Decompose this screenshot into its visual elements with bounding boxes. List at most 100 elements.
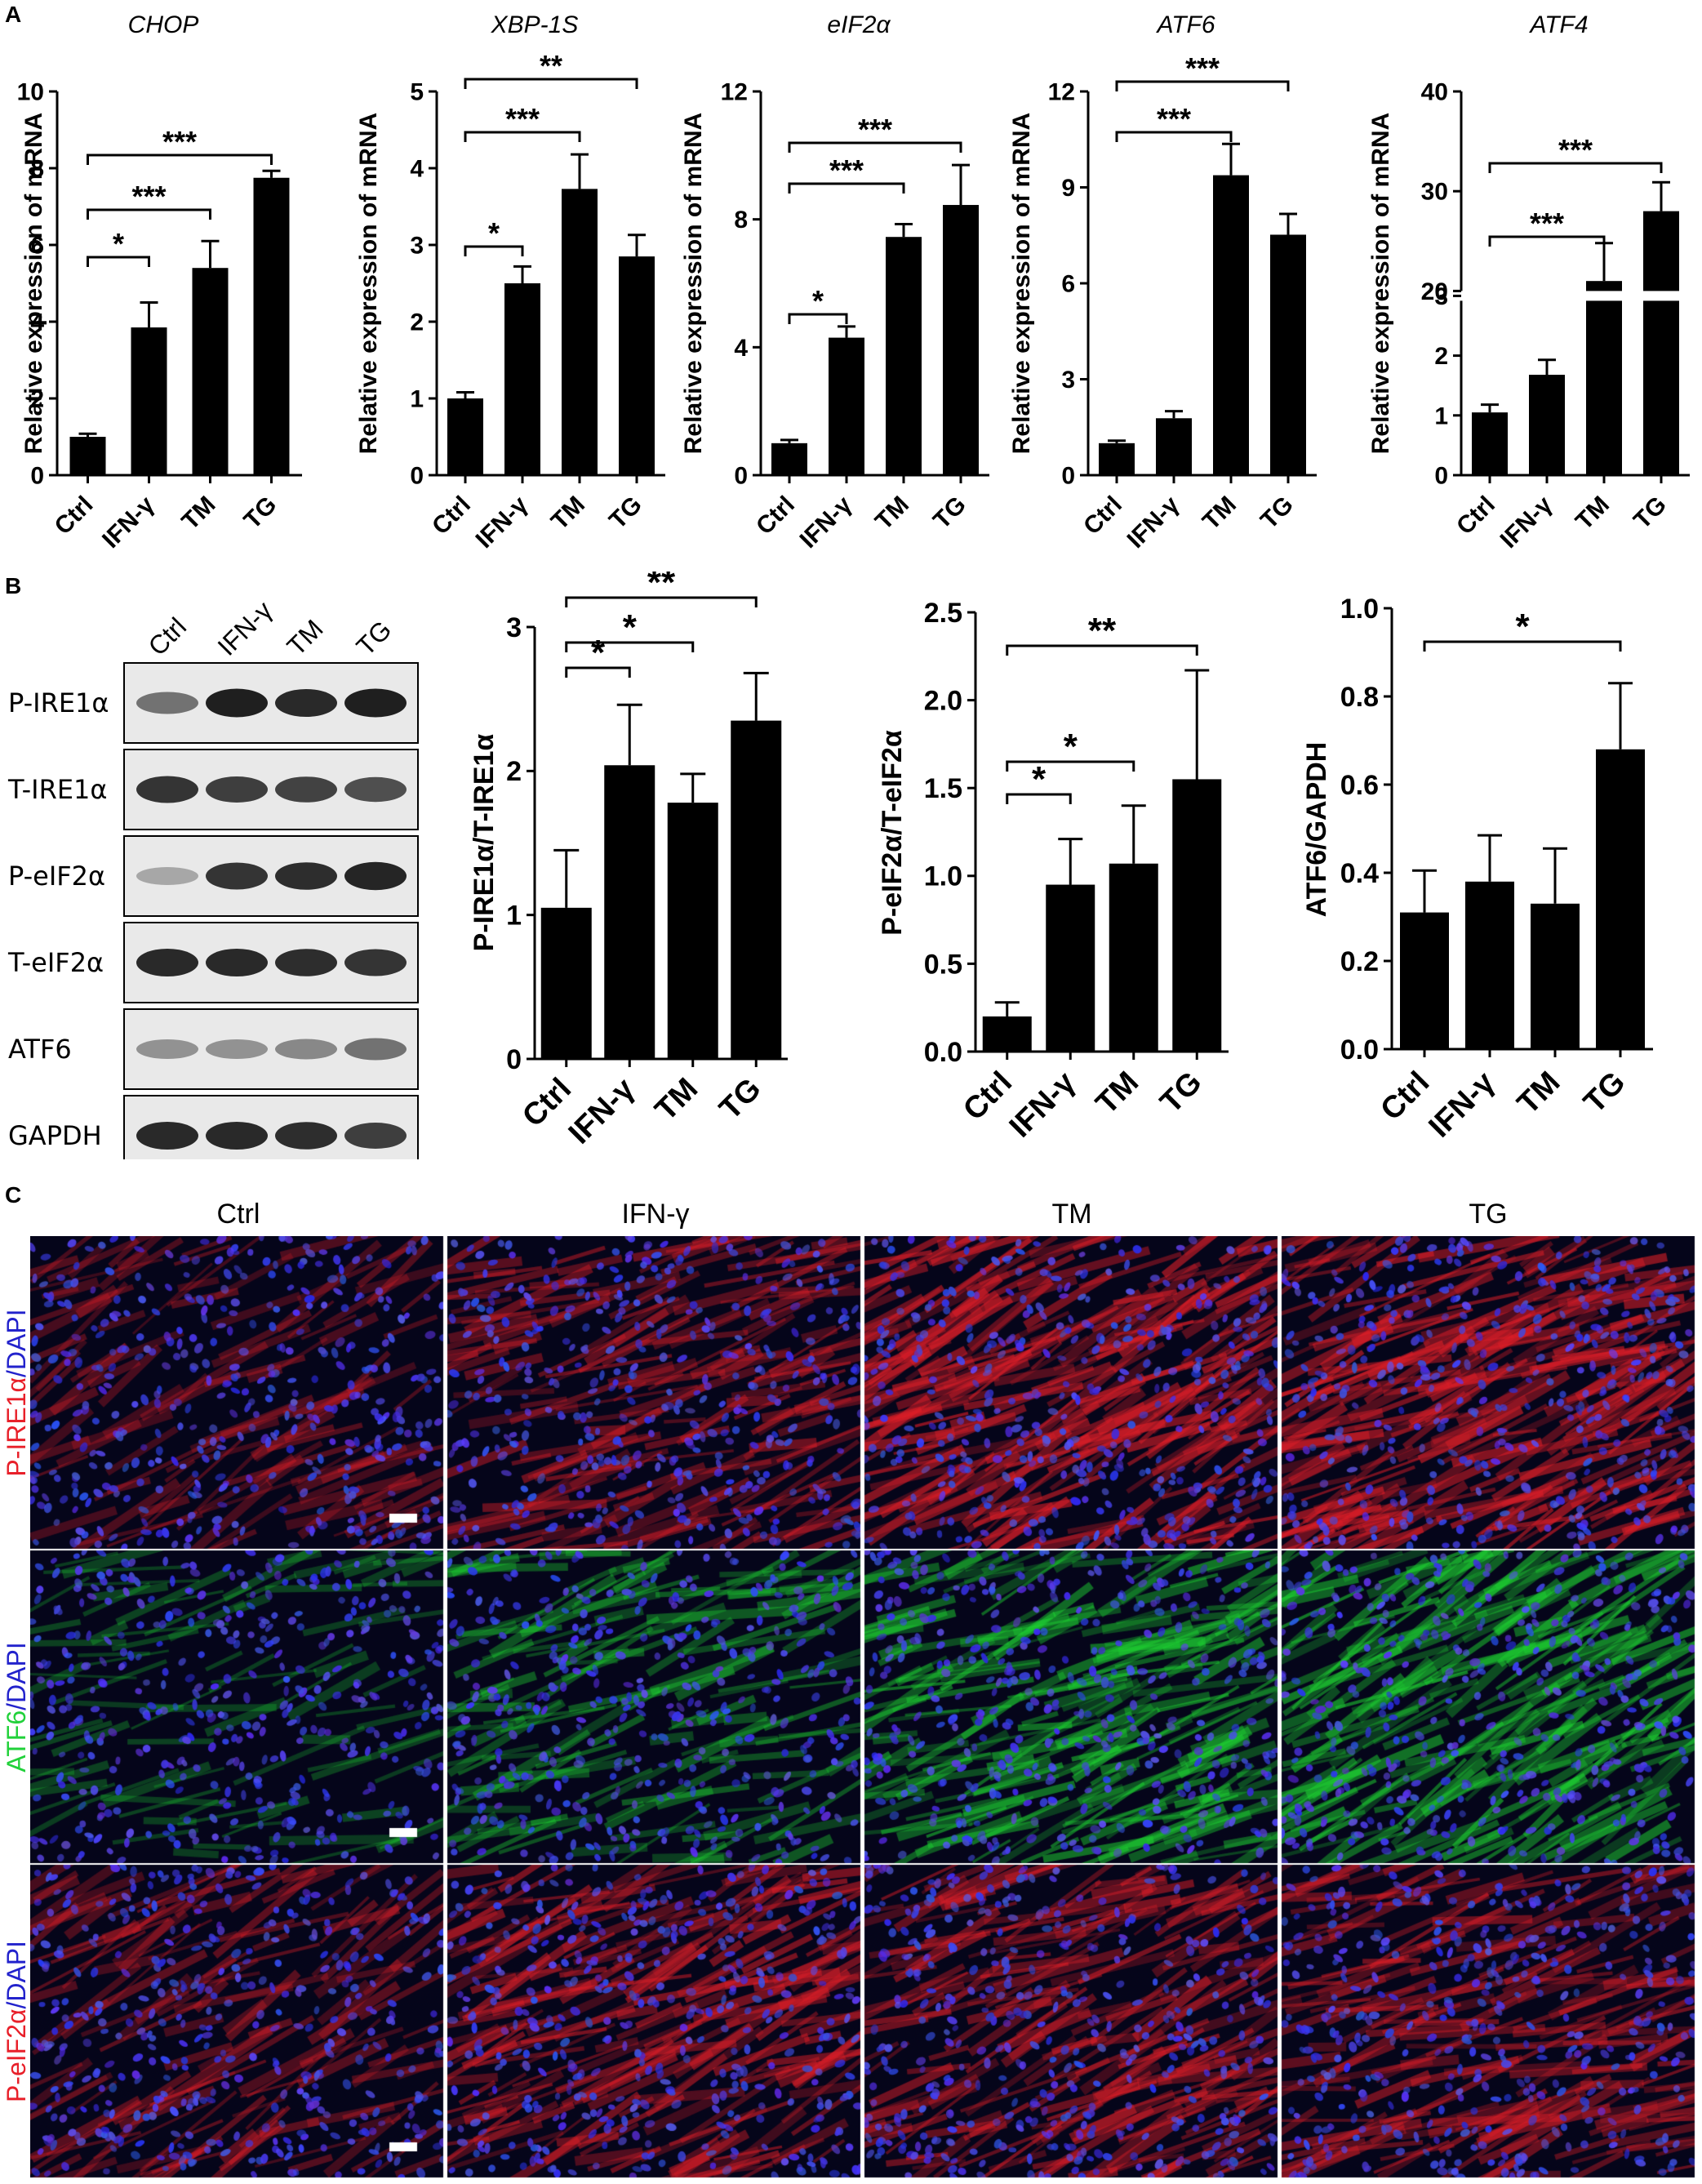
significance-label: ***: [131, 180, 166, 213]
bar: [667, 803, 718, 1059]
bar: [619, 256, 655, 475]
microscopy-column-label: TM: [1051, 1199, 1091, 1230]
bar: [1596, 749, 1645, 1049]
blot-band: [344, 949, 407, 976]
significance-label: *: [1515, 607, 1530, 647]
significance-label: ***: [505, 102, 540, 136]
x-tick-label: IFN-γ: [1422, 1065, 1501, 1145]
y-axis-label: P-IRE1α/T-IRE1α: [469, 734, 500, 952]
y-tick-label: 6: [1061, 271, 1075, 298]
bar: [1156, 418, 1192, 475]
blot-band: [206, 1122, 268, 1150]
significance-label: *: [623, 607, 638, 647]
significance-label: ***: [858, 113, 892, 146]
x-tick-label: TG: [1154, 1065, 1209, 1120]
y-tick-label: 12: [1048, 79, 1075, 106]
y-tick-label: 0.5: [924, 949, 962, 980]
significance-label: *: [1064, 727, 1078, 767]
y-tick-label: 3: [506, 612, 522, 643]
significance-bracket: [1423, 640, 1622, 652]
bar: [1109, 863, 1158, 1052]
y-tick-label: 4: [734, 335, 748, 362]
bar: [131, 327, 167, 475]
blot-band: [136, 949, 198, 976]
significance-label: ***: [1157, 102, 1191, 136]
significance-label: **: [1088, 611, 1117, 651]
panel-label-b: B: [5, 573, 22, 598]
x-tick-label: TM: [1198, 492, 1242, 536]
significance-bracket: [464, 245, 524, 256]
y-tick-label: 40: [1421, 79, 1448, 106]
y-tick-label: 0: [30, 463, 44, 490]
x-tick-label: IFN-γ: [795, 491, 858, 554]
significance-bracket: [1006, 760, 1135, 772]
significance-label: *: [488, 216, 500, 250]
blot-row-label: ATF6: [8, 1034, 72, 1065]
dapi-label: /DAPI: [2, 1941, 31, 2009]
y-tick-label: 0.0: [1340, 1034, 1379, 1065]
blot-band: [275, 949, 337, 976]
y-tick-label: 1: [410, 386, 424, 413]
bar: [982, 1016, 1032, 1052]
lane-label: TG: [350, 615, 397, 661]
panel-label-a: A: [5, 2, 22, 27]
bar: [1270, 234, 1306, 475]
significance-bracket: [788, 313, 848, 324]
significance-label: *: [591, 633, 606, 673]
bar: [1400, 912, 1449, 1049]
blot-band: [206, 688, 268, 718]
significance-label: *: [812, 284, 824, 318]
x-tick-label: Ctrl: [50, 492, 99, 540]
blot-row-label: P-eIF2α: [8, 861, 105, 892]
y-tick-label: 0: [410, 463, 424, 490]
y-tick-label: 2: [506, 756, 522, 787]
x-tick-label: Ctrl: [1078, 492, 1127, 540]
chart-title: XBP-1S: [491, 11, 579, 38]
western-blot: Ctrl IFN-γ TM TG P-IRE1α T-IRE1α P-eIF2α T-eIF2…: [7, 595, 419, 1159]
y-axis-label: Relative expression of mRNA: [1367, 113, 1394, 454]
significance-bracket: [87, 153, 273, 165]
y-tick-label: 9: [1061, 175, 1075, 202]
x-tick-label: IFN-γ: [97, 491, 160, 554]
blot-row-label: T-IRE1α: [7, 774, 108, 805]
y-tick-label: 10: [17, 79, 44, 106]
microscopy-row-label: P-IRE1α/DAPI: [2, 1309, 31, 1476]
y-tick-label: 4: [410, 156, 424, 183]
y-tick-label: 0.6: [1340, 770, 1379, 801]
x-tick-label: TG: [1629, 492, 1672, 535]
stain-marker-label: P-IRE1α: [2, 1377, 31, 1477]
x-tick-label: TM: [1571, 492, 1615, 536]
bar: [1472, 412, 1508, 475]
y-tick-label: 0: [734, 463, 748, 490]
y-tick-label: 2: [1434, 343, 1448, 370]
y-tick-label: 0: [1061, 463, 1075, 490]
x-tick-label: TG: [928, 492, 971, 535]
blot-band: [344, 861, 407, 891]
blot-band: [136, 1122, 198, 1150]
bar: [1531, 903, 1580, 1049]
x-tick-label: TM: [176, 492, 220, 536]
bar: [447, 398, 483, 475]
blot-band: [275, 1122, 337, 1150]
significance-bracket: [1488, 162, 1663, 173]
stain-marker-label: ATF6: [2, 1710, 31, 1773]
dapi-label: /DAPI: [2, 1642, 31, 1710]
microscopy-grid: [30, 1236, 1700, 2179]
y-tick-label: 2.5: [924, 598, 962, 629]
y-axis-label: Relative expression of mRNA: [1008, 113, 1035, 454]
x-tick-label: TM: [546, 492, 590, 536]
bar: [562, 189, 598, 475]
y-tick-label: 6: [30, 233, 44, 260]
y-tick-label: 2.0: [924, 686, 962, 717]
microscopy-row-label: ATF6/DAPI: [2, 1642, 31, 1772]
x-tick-label: TG: [239, 492, 282, 535]
blot-band: [206, 949, 268, 976]
bar: [1529, 375, 1565, 475]
bar: [1099, 443, 1135, 475]
y-tick-label: 0.0: [924, 1037, 962, 1068]
y-axis-label: Relative expression of mRNA: [20, 113, 47, 454]
